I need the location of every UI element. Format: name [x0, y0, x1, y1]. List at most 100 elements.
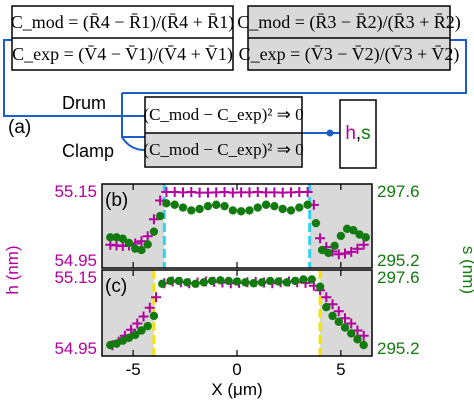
data-point-s [199, 278, 208, 287]
data-point-h [340, 313, 350, 324]
data-point-h [142, 231, 153, 242]
data-point-s [330, 241, 339, 251]
flow-connectors [3, 5, 467, 169]
x-tick-label: 5 [336, 360, 345, 379]
data-point-s [245, 206, 254, 215]
junction-dot [326, 129, 334, 137]
connector-left-block [3, 39, 122, 117]
output-h: h [345, 123, 356, 144]
equation-c-exp-right: C_exp = (V̄3 − V̄2)/(V̄3 + V̄2) [238, 43, 460, 64]
data-point-s [149, 227, 159, 236]
clamp-label: Clamp [62, 141, 115, 161]
data-point-s [131, 330, 140, 340]
data-point-h [346, 246, 357, 257]
data-point-s [253, 203, 262, 212]
data-point-s [257, 278, 267, 287]
data-point-s [124, 238, 134, 248]
data-point-s [236, 207, 246, 216]
data-point-h [151, 292, 161, 303]
panel-label: (c) [105, 276, 127, 297]
y-left-tick-label: 54.95 [54, 339, 97, 358]
data-point-s [166, 276, 175, 286]
data-point-s [158, 279, 167, 289]
equation-c-exp-left: C_exp = (V̄4 − V̄1)/(V̄4 + V̄1) [12, 39, 233, 69]
y-right-tick-label: 297.6 [377, 182, 420, 201]
data-point-h [302, 187, 313, 197]
data-point-s [282, 278, 292, 287]
data-point-s [286, 206, 296, 215]
equation-minimize-clamp: (C_mod − C_exp)² ⇒ 0 [143, 140, 304, 159]
data-point-h [333, 306, 344, 317]
y-left-tick-label: 55.15 [54, 182, 97, 201]
data-point-h [352, 243, 363, 254]
equation-c-mod-left: C_mod = (R̄4 − R̄1)/(R̄4 + R̄1) [11, 7, 234, 37]
data-point-s [191, 279, 200, 289]
data-point-s [340, 323, 350, 332]
x-tick-label: 0 [232, 360, 241, 379]
data-point-h [126, 324, 137, 335]
data-point-s [322, 302, 331, 312]
data-point-h [346, 318, 357, 329]
y-left-tick-label: 55.15 [54, 268, 97, 287]
data-point-s [216, 276, 225, 285]
minimize-clamp-bg [146, 133, 301, 166]
data-point-s [143, 240, 152, 249]
data-point-h [132, 318, 143, 329]
data-point-s [295, 203, 304, 212]
output-hs: h,s [341, 101, 375, 167]
data-point-s [224, 276, 233, 286]
data-point-s [274, 277, 283, 286]
data-point-s [137, 326, 146, 335]
data-point-s [290, 276, 300, 286]
edge-region-left [102, 184, 165, 268]
data-point-s [212, 200, 221, 209]
data-point-s [232, 277, 242, 286]
output-border [339, 99, 377, 169]
data-point-s [324, 248, 333, 258]
data-point-s [266, 276, 275, 286]
data-point-s [137, 245, 146, 255]
data-point-s [299, 275, 308, 284]
data-point-s [334, 317, 343, 326]
data-point-s [118, 336, 127, 345]
data-point-h [144, 302, 155, 313]
data-point-s [353, 335, 362, 344]
output-s: s [361, 123, 371, 144]
data-point-s [187, 206, 196, 215]
connector-right-block [122, 39, 467, 94]
data-point-h [315, 233, 326, 244]
equation-minimize-drum: (C_mod − C_exp)² ⇒ 0 [143, 105, 304, 124]
profile-charts: 55.1554.95297.6295.2(b)55.1554.95297.629… [3, 182, 474, 399]
data-point-s [347, 329, 356, 338]
data-point-s [249, 279, 258, 288]
x-tick-label: -5 [126, 360, 141, 379]
data-point-s [178, 203, 188, 212]
data-point-s [170, 200, 179, 209]
data-point-s [241, 278, 250, 287]
data-point-s [278, 204, 287, 214]
data-point-s [162, 199, 171, 208]
data-point-s [182, 278, 192, 287]
minimize-border [144, 96, 303, 168]
y-left-axis-label: h (nm) [3, 245, 22, 294]
equation-c-mod-right: C_mod = (R̄3 − R̄2)/(R̄3 + R̄2) [237, 11, 461, 32]
edge-region-right [309, 184, 372, 268]
data-point-s [361, 233, 370, 242]
output-comma: , [355, 123, 362, 144]
data-point-s [203, 201, 213, 211]
data-point-s [106, 233, 115, 242]
data-point-s [328, 311, 337, 321]
data-point-h [138, 311, 149, 322]
data-point-h [358, 239, 369, 250]
data-point-s [149, 311, 159, 321]
data-point-s [174, 276, 184, 286]
data-point-h [136, 236, 147, 247]
data-point-s [195, 204, 204, 214]
data-point-s [311, 218, 321, 228]
data-point-s [143, 321, 152, 331]
data-point-s [207, 276, 217, 286]
data-point-h [321, 292, 332, 303]
connector-clamp [121, 136, 146, 151]
panel-label: (b) [105, 190, 128, 211]
